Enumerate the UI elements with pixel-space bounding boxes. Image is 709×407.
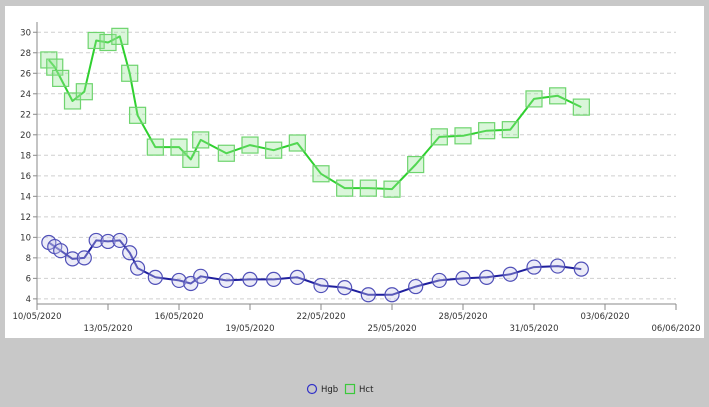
hgb-point (266, 271, 282, 287)
hgb-point (289, 269, 305, 285)
legend: Hgb Hct (306, 383, 374, 395)
hct-point (430, 128, 448, 146)
hgb-line (48, 239, 582, 296)
y-tick-label: 22 (20, 110, 31, 120)
hgb-point (53, 243, 69, 259)
x-tick-label: 06/06/2020 (652, 324, 701, 334)
legend-swatch-hgb (306, 383, 318, 395)
hct-point (75, 83, 93, 101)
hgb-point (76, 250, 92, 266)
y-tick-label: 8 (26, 254, 31, 264)
axes (36, 22, 676, 305)
hct-point (146, 138, 164, 156)
hct-point (336, 179, 354, 197)
y-axis-ticks: 4 6 8 10 12 14 16 18 20 22 24 26 28 30 (20, 28, 37, 305)
hct-point (407, 155, 425, 174)
hct-point (241, 136, 259, 154)
hct-point (111, 27, 129, 45)
y-tick-label: 18 (20, 151, 31, 161)
legend-label-hct: Hct (359, 385, 374, 395)
hct-point (454, 127, 472, 145)
hgb-point (313, 277, 329, 294)
y-tick-label: 30 (20, 28, 31, 38)
hgb-point (573, 261, 589, 277)
series-layer (40, 27, 590, 303)
legend-item-hgb: Hgb (306, 383, 338, 395)
plot-panel (5, 6, 704, 338)
hgb-point (526, 259, 542, 275)
legend-item-hct: Hct (344, 383, 374, 395)
x-axis-ticks: 10/05/2020 13/05/2020 16/05/2020 19/05/2020… (13, 304, 701, 334)
y-tick-label: 12 (20, 213, 31, 223)
hgb-point (122, 245, 138, 261)
hct-point (217, 144, 235, 162)
hgb-point (337, 279, 353, 296)
x-tick-label: 10/05/2020 (13, 312, 62, 322)
hct-point (383, 180, 401, 198)
hgb-point (242, 271, 258, 287)
x-tick-label: 22/05/2020 (297, 312, 346, 322)
legend-swatch-hct (344, 383, 356, 395)
hgb-point (455, 270, 471, 286)
hgb-point (218, 272, 234, 289)
hct-point (121, 64, 139, 82)
hgb-point (479, 269, 495, 285)
x-tick-label: 28/05/2020 (439, 312, 488, 322)
hct-point (40, 51, 58, 69)
hgb-point (171, 272, 187, 289)
hct-point (312, 165, 330, 183)
hgb-point (431, 272, 447, 289)
hgb-point (360, 287, 376, 303)
hct-point (525, 90, 543, 108)
legend-label-hgb: Hgb (321, 385, 338, 395)
hgb-point (100, 233, 116, 250)
hct-point (192, 131, 210, 149)
hgb-point (147, 269, 163, 285)
hct-point (501, 121, 519, 139)
hct-point (52, 69, 70, 88)
x-tick-label: 16/05/2020 (155, 312, 204, 322)
hct-point (128, 106, 147, 124)
hct-point (572, 98, 590, 116)
y-tick-label: 6 (26, 274, 31, 284)
x-tick-label: 13/05/2020 (84, 324, 133, 334)
y-tick-label: 28 (20, 49, 31, 59)
hgb-point (88, 232, 104, 249)
y-tick-label: 4 (26, 295, 31, 305)
x-tick-label: 31/05/2020 (510, 324, 559, 334)
y-tick-label: 10 (20, 233, 31, 243)
hct-point (478, 122, 496, 140)
x-tick-label: 25/05/2020 (368, 324, 417, 334)
hgb-point (408, 278, 424, 295)
hgb-point (550, 258, 566, 274)
y-tick-label: 14 (20, 192, 31, 202)
series-hgb (41, 232, 589, 303)
hct-point (288, 134, 306, 152)
y-tick-label: 26 (20, 69, 31, 79)
series-hct (40, 27, 590, 198)
hgb-point (112, 232, 128, 249)
hct-point (359, 179, 377, 197)
gridlines (37, 31, 676, 300)
y-tick-label: 24 (20, 90, 31, 100)
hct-point (46, 58, 64, 76)
x-tick-label: 03/06/2020 (581, 312, 630, 322)
hct-point (265, 141, 283, 159)
hct-point (182, 150, 200, 169)
hgb-point (502, 266, 518, 282)
y-tick-label: 16 (20, 172, 31, 182)
hgb-point (193, 268, 209, 284)
hgb-point (384, 287, 400, 303)
hgb-point (64, 251, 81, 267)
y-tick-label: 20 (20, 131, 31, 141)
hgb-point (129, 260, 146, 276)
hct-point (549, 87, 567, 105)
x-tick-label: 19/05/2020 (226, 324, 275, 334)
